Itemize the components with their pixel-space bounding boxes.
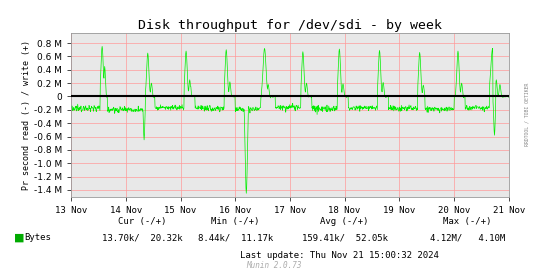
Text: Bytes: Bytes: [25, 233, 51, 242]
Y-axis label: Pr second read (-) / write (+): Pr second read (-) / write (+): [22, 40, 31, 190]
Text: Munin 2.0.73: Munin 2.0.73: [246, 261, 301, 270]
Text: RRDTOOL / TOBI OETIKER: RRDTOOL / TOBI OETIKER: [525, 83, 530, 146]
Text: ■: ■: [14, 233, 24, 243]
Text: Cur (-/+): Cur (-/+): [118, 217, 166, 226]
Text: Avg (-/+): Avg (-/+): [321, 217, 369, 226]
Text: Last update: Thu Nov 21 15:00:32 2024: Last update: Thu Nov 21 15:00:32 2024: [240, 251, 439, 260]
Title: Disk throughput for /dev/sdi - by week: Disk throughput for /dev/sdi - by week: [138, 19, 442, 32]
Text: 13.70k/  20.32k: 13.70k/ 20.32k: [102, 233, 183, 242]
Text: 8.44k/  11.17k: 8.44k/ 11.17k: [197, 233, 273, 242]
Text: 159.41k/  52.05k: 159.41k/ 52.05k: [301, 233, 388, 242]
Text: Max (-/+): Max (-/+): [444, 217, 492, 226]
Text: 4.12M/   4.10M: 4.12M/ 4.10M: [430, 233, 505, 242]
Text: Min (-/+): Min (-/+): [211, 217, 259, 226]
